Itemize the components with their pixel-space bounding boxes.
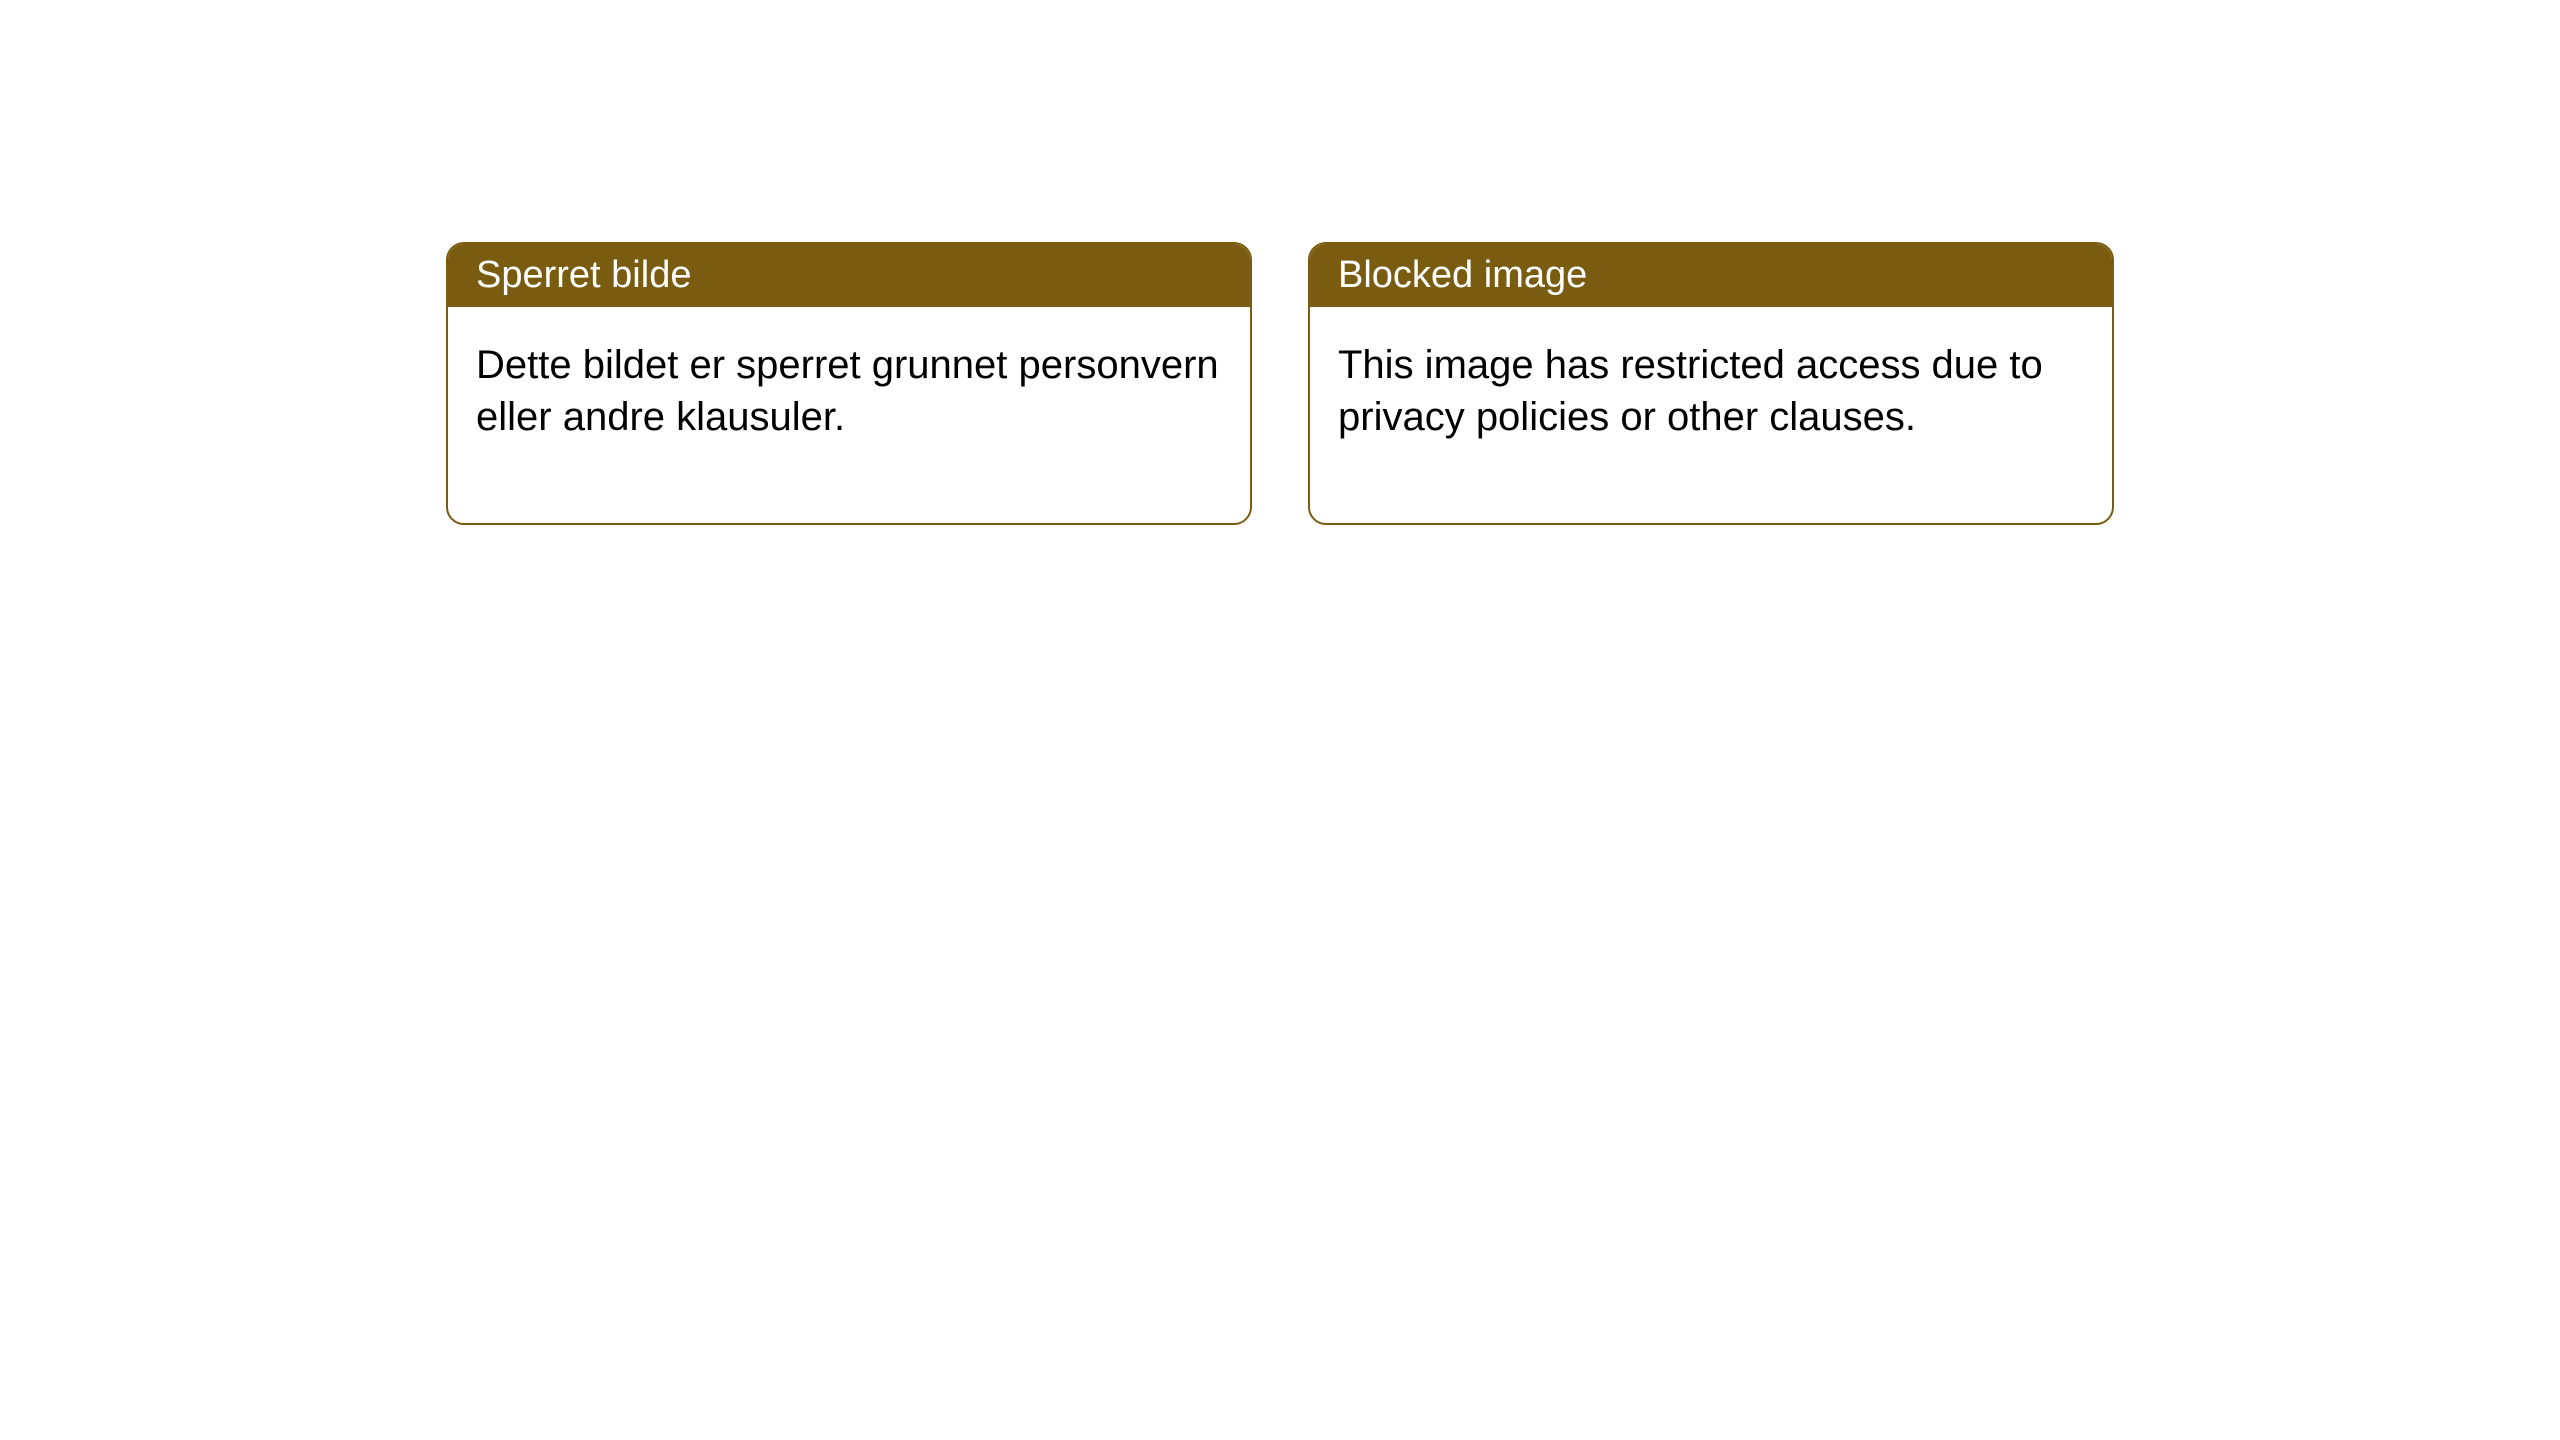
notice-header: Sperret bilde [448,244,1250,307]
notice-header-text: Sperret bilde [476,254,691,296]
notice-header-text: Blocked image [1338,254,1587,296]
notice-body: This image has restricted access due to … [1310,307,2112,523]
notice-card-norwegian: Sperret bilde Dette bildet er sperret gr… [446,242,1252,525]
notice-container: Sperret bilde Dette bildet er sperret gr… [0,0,2560,525]
notice-body-text: This image has restricted access due to … [1338,343,2043,439]
notice-header: Blocked image [1310,244,2112,307]
notice-card-english: Blocked image This image has restricted … [1308,242,2114,525]
notice-body-text: Dette bildet er sperret grunnet personve… [476,343,1219,439]
notice-body: Dette bildet er sperret grunnet personve… [448,307,1250,523]
